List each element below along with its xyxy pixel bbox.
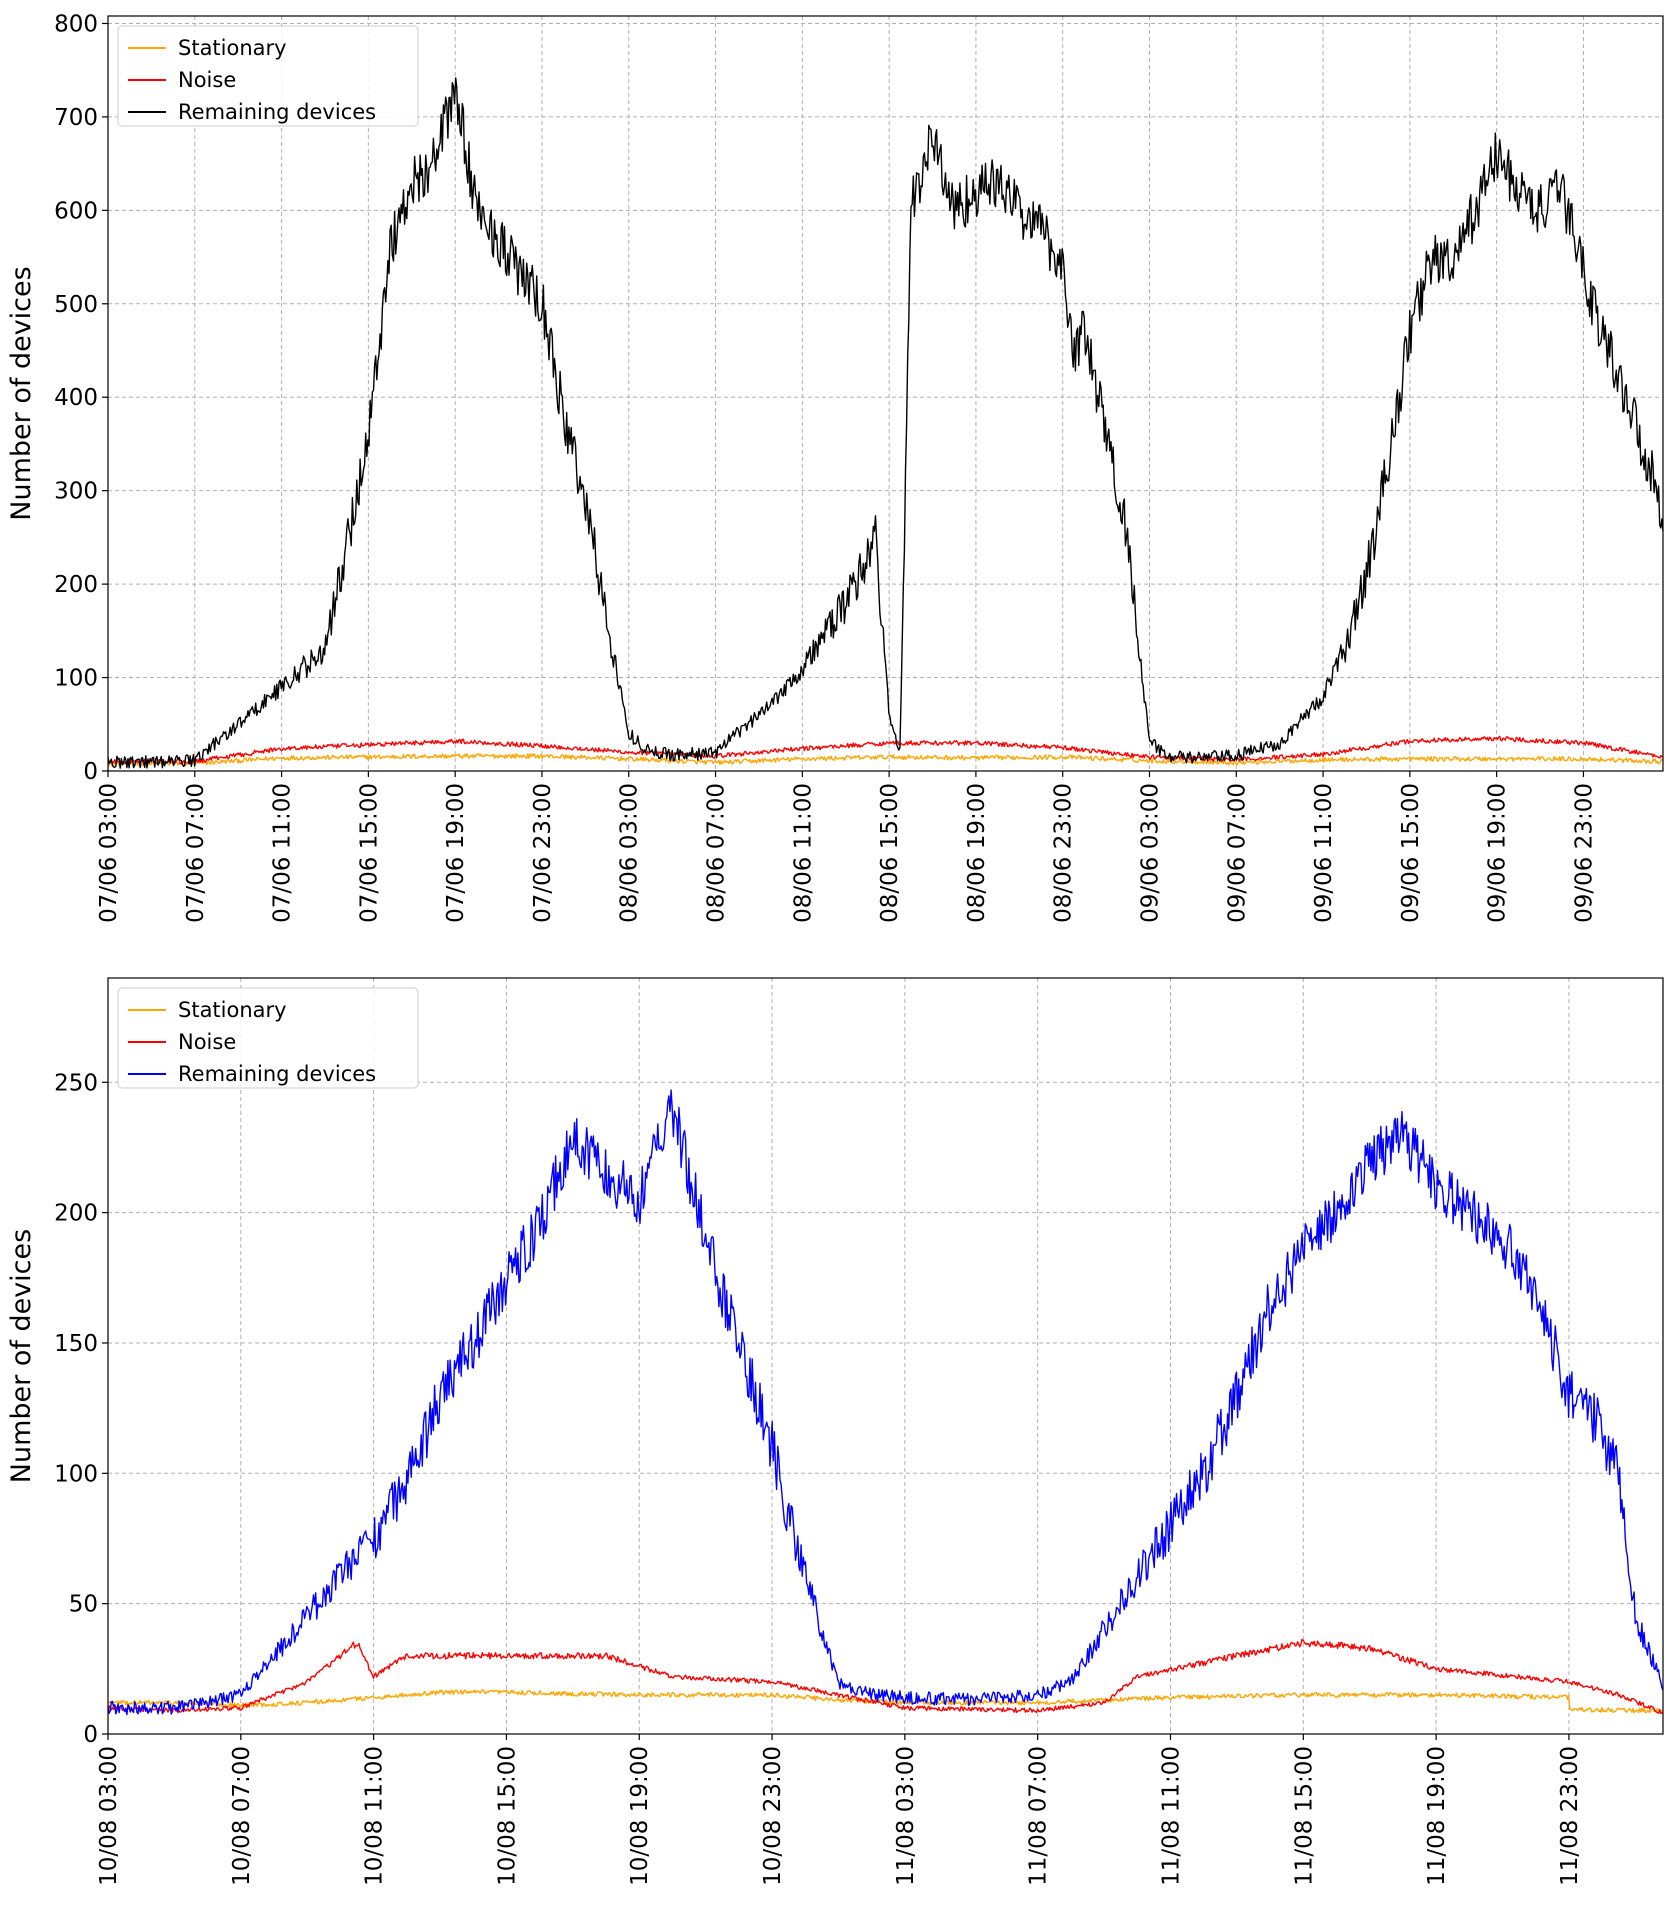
plot-frame — [107, 977, 1664, 1735]
x-tick-label: 11/08 23:00 — [1557, 1746, 1583, 1886]
x-tick-label: 09/06 03:00 — [1137, 783, 1163, 923]
x-tick-label: 07/06 07:00 — [183, 783, 209, 923]
x-tick-label: 07/06 23:00 — [530, 783, 556, 923]
legend-label: Remaining devices — [178, 100, 376, 124]
x-tick-label: 09/06 11:00 — [1311, 783, 1337, 923]
x-tick-label: 11/08 07:00 — [1026, 1746, 1052, 1886]
y-tick-label: 500 — [54, 292, 98, 318]
x-tick-label: 10/08 23:00 — [760, 1746, 786, 1886]
x-tick-label: 10/08 11:00 — [362, 1746, 388, 1886]
y-tick-label: 400 — [54, 385, 98, 411]
y-tick-label: 50 — [69, 1592, 98, 1618]
y-tick-label: 200 — [54, 572, 98, 598]
x-tick-label: 08/06 03:00 — [617, 783, 643, 923]
legend-label: Noise — [178, 68, 236, 92]
x-tick-label: 10/08 19:00 — [627, 1746, 653, 1886]
y-tick-label: 300 — [54, 479, 98, 505]
x-tick-label: 07/06 11:00 — [270, 783, 296, 923]
y-tick-label: 100 — [54, 1461, 98, 1487]
x-tick-label: 11/08 11:00 — [1158, 1746, 1184, 1886]
series-line-remaining-devices — [107, 77, 1664, 769]
series-line-noise — [107, 735, 1664, 765]
y-axis-label: Number of devices — [6, 266, 37, 520]
x-tick-label: 09/06 15:00 — [1398, 783, 1424, 923]
legend-label: Noise — [178, 1030, 236, 1054]
x-tick-label: 11/08 15:00 — [1291, 1746, 1317, 1886]
x-tick-label: 07/06 03:00 — [96, 783, 122, 923]
x-tick-label: 07/06 15:00 — [356, 783, 382, 923]
y-axis-label: Number of devices — [6, 1229, 37, 1483]
x-tick-label: 08/06 07:00 — [704, 783, 730, 923]
y-tick-label: 150 — [54, 1331, 98, 1357]
x-tick-label: 11/08 03:00 — [893, 1746, 919, 1886]
y-tick-label: 200 — [54, 1201, 98, 1227]
y-tick-label: 700 — [54, 105, 98, 131]
x-tick-label: 08/06 15:00 — [877, 783, 903, 923]
y-tick-label: 0 — [83, 1722, 98, 1748]
x-tick-label: 09/06 23:00 — [1571, 783, 1597, 923]
series-line-remaining-devices — [107, 1089, 1664, 1716]
x-tick-label: 09/06 07:00 — [1224, 783, 1250, 923]
x-tick-label: 10/08 07:00 — [229, 1746, 255, 1886]
y-tick-label: 600 — [54, 198, 98, 224]
series-line-noise — [107, 1638, 1664, 1715]
x-tick-label: 07/06 19:00 — [443, 783, 469, 923]
legend-box — [117, 25, 419, 127]
series-line-stationary — [108, 753, 1664, 767]
plot-frame — [107, 15, 1664, 772]
legend-label: Stationary — [178, 36, 287, 60]
chart-bottom: 0 50 100 150 200 250 10/08 03:00 10/08 07:00 10/… — [6, 977, 1664, 1886]
legend-box — [117, 987, 419, 1089]
x-tick-label: 10/08 15:00 — [494, 1746, 520, 1886]
y-tick-label: 100 — [54, 666, 98, 692]
x-tick-label: 10/08 03:00 — [96, 1746, 122, 1886]
x-tick-label: 08/06 11:00 — [790, 783, 816, 923]
x-tick-label: 08/06 19:00 — [964, 783, 990, 923]
x-tick-label: 11/08 19:00 — [1424, 1746, 1450, 1886]
legend-label: Stationary — [178, 998, 287, 1022]
legend-label: Remaining devices — [178, 1062, 376, 1086]
y-tick-label: 800 — [54, 11, 98, 37]
chart-top: 0 100 200 300 400 500 600 700 800 07/06 03:00 07/0… — [6, 11, 1664, 923]
x-tick-label: 08/06 23:00 — [1051, 783, 1077, 923]
x-tick-label: 09/06 19:00 — [1485, 783, 1511, 923]
series-line-stationary — [107, 1689, 1664, 1714]
y-tick-label: 0 — [83, 759, 98, 785]
y-tick-label: 250 — [54, 1070, 98, 1096]
